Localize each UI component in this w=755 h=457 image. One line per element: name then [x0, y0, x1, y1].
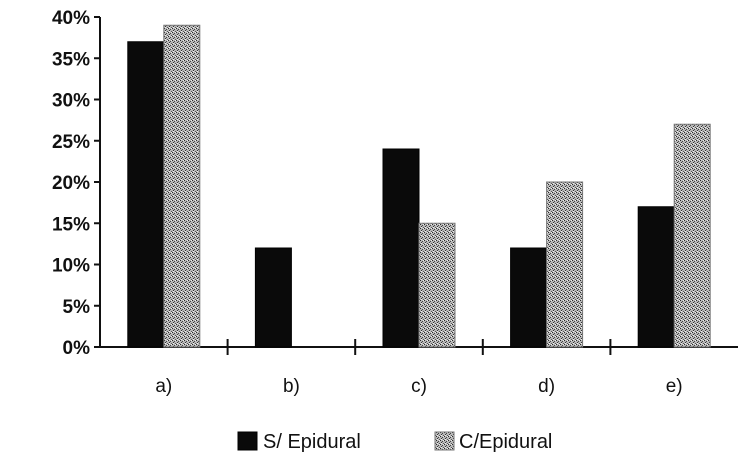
x-category-label: a) — [155, 376, 172, 397]
bar-s-epidural — [254, 247, 292, 348]
y-axis: 0% 5% 10% 15% 20% 25% 30% 35% 40% — [52, 8, 101, 359]
legend-label: S/ Epidural — [263, 431, 361, 453]
bar-c-epidural — [163, 24, 201, 348]
legend-label: C/Epidural — [459, 431, 552, 453]
x-axis: a) b) c) d) e) — [100, 339, 738, 397]
bar-s-epidural — [637, 206, 675, 348]
x-category-label: c) — [411, 376, 427, 397]
y-tick-label: 5% — [63, 297, 91, 318]
y-tick-label: 30% — [52, 91, 90, 112]
bar-s-epidural — [382, 148, 420, 348]
legend-swatch — [237, 431, 258, 451]
bar-s-epidural — [510, 247, 548, 348]
legend: S/ Epidural C/Epidural — [237, 431, 552, 453]
bar-c-epidural — [546, 181, 584, 348]
x-category-label: d) — [538, 376, 555, 397]
bar-s-epidural — [127, 41, 165, 348]
legend-swatch — [434, 431, 455, 451]
bar-c-epidural — [418, 222, 456, 348]
y-tick-label: 35% — [52, 49, 90, 70]
y-tick-label: 10% — [52, 256, 90, 277]
y-tick-label: 15% — [52, 214, 90, 235]
y-tick-label: 40% — [52, 8, 90, 29]
y-tick-label: 20% — [52, 173, 90, 194]
y-tick-label: 0% — [63, 338, 91, 359]
bars — [127, 24, 711, 348]
x-category-label: e) — [666, 376, 683, 397]
y-tick-label: 25% — [52, 132, 90, 153]
bar-c-epidural — [673, 123, 711, 348]
x-category-label: b) — [283, 376, 300, 397]
